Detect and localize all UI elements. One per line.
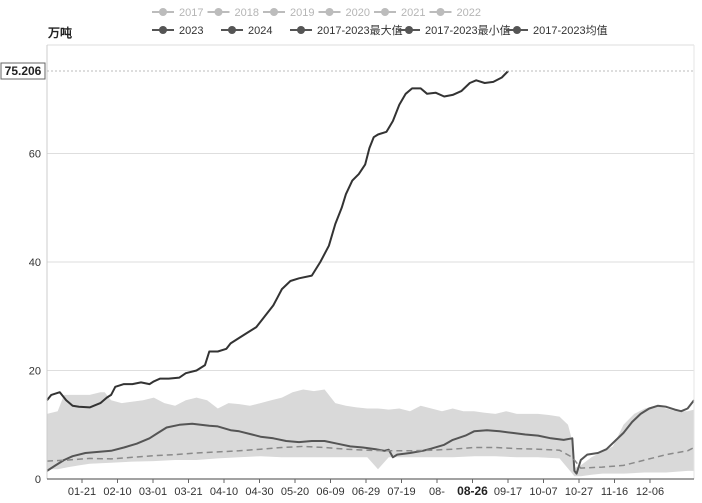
hover-x-label: 08-26 [457,484,488,498]
hover-crosshair: 75.206 [0,62,694,80]
legend-swatch-marker [513,26,521,34]
y-tick-label: 0 [35,474,41,486]
series-lines [46,70,695,475]
legend-item-2019[interactable]: 2019 [263,7,314,19]
legend-item-2017-2023均值[interactable]: 2017-2023均值 [506,24,608,37]
legend-swatch-marker [325,8,334,16]
legend-swatch-marker [214,8,223,16]
legend-label: 2018 [235,7,259,19]
legend-label: 2024 [248,25,272,37]
x-tick-label: 10-27 [565,486,593,498]
legend-swatch-marker [381,8,389,16]
legend-item-2024[interactable]: 2024 [221,25,272,37]
legend-item-2017-2023最大值[interactable]: 2017-2023最大值 [290,23,403,37]
legend[interactable]: 2017 2018 2019 2020 2021 2022 2023 2024 2017-202… [152,7,608,37]
series-line-2017-2023均值 [46,445,695,469]
legend-label: 2020 [346,7,370,19]
range-band [47,389,694,477]
legend-label: 2023 [179,25,203,37]
legend-swatch-marker [228,26,236,34]
y-tick-label: 40 [29,257,41,269]
grid [47,44,694,371]
legend-swatch-marker [270,8,278,16]
x-tick-label: 06-09 [316,486,344,498]
y-axis-unit: 万吨 [47,25,72,40]
legend-item-2023[interactable]: 2023 [152,25,203,37]
x-tick-label: 03-01 [139,486,167,498]
legend-swatch-marker [159,8,167,16]
x-tick-label: 04-10 [210,486,238,498]
series-line-2024 [46,70,509,409]
legend-label: 2021 [401,7,425,19]
legend-label: 2017-2023最大值 [317,23,403,37]
hover-y-box [0,62,46,80]
legend-swatch-marker [405,26,413,34]
legend-item-2018[interactable]: 2018 [207,7,259,19]
legend-label: 2022 [457,7,481,19]
x-tick-label: 01-21 [68,486,96,498]
x-tick-label: 12-06 [636,486,664,498]
x-tick-label: 11-16 [601,486,628,498]
legend-item-2017[interactable]: 2017 [152,7,203,19]
band-area-max-min [47,389,694,477]
x-tick-label: 03-21 [174,486,202,498]
y-tick-label: 60 [29,149,41,161]
hover-y-label: 75.206 [5,64,42,78]
legend-swatch-marker [436,8,445,16]
x-tick-label: 07-19 [387,486,415,498]
legend-label: 2017 [179,7,203,19]
axes: 0 20 40 60 01-21 02-10 03-01 03-21 04-10 04-30 05-… [29,45,695,498]
legend-label: 2017-2023均值 [533,24,608,37]
legend-item-2020[interactable]: 2020 [318,7,370,19]
legend-label: 2019 [290,7,314,19]
x-tick-label: 10-07 [529,486,557,498]
legend-label: 2017-2023最小值 [425,24,511,37]
y-tick-label: 20 [29,366,41,378]
legend-item-2017-2023最小值[interactable]: 2017-2023最小值 [398,24,511,37]
x-tick-label: 09-17 [494,486,522,498]
x-tick-label: 08- [429,486,445,498]
series-line-2023 [46,399,695,475]
x-tick-label: 06-29 [352,486,380,498]
legend-swatch-marker [159,26,167,34]
x-tick-label: 04-30 [245,486,273,498]
legend-swatch-marker [297,26,305,34]
x-tick-label: 02-10 [103,486,131,498]
x-tick-label: 05-20 [281,486,309,498]
legend-item-2021[interactable]: 2021 [374,7,425,19]
legend-item-2022[interactable]: 2022 [429,7,481,19]
